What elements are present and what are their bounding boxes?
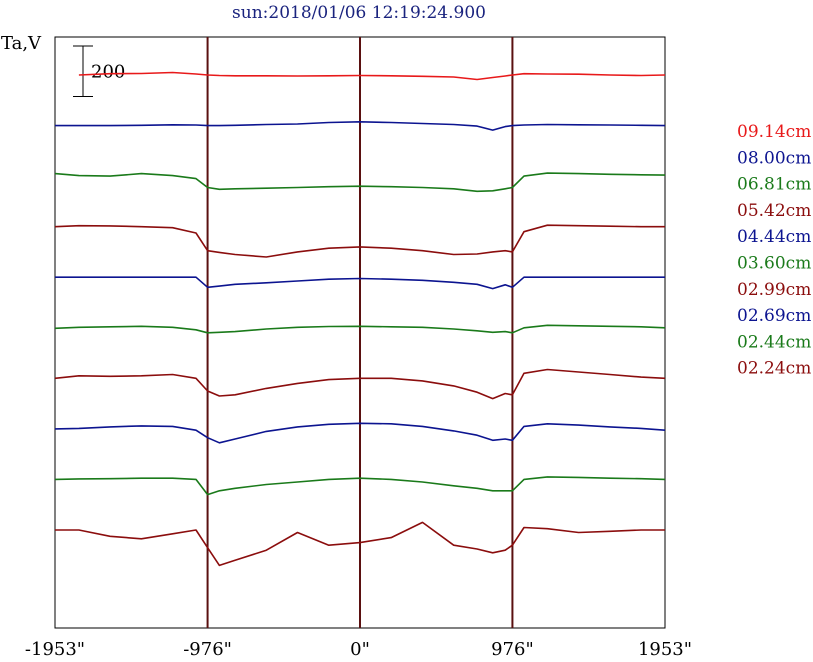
- legend-entry-02.24cm: 02.24cm: [737, 359, 811, 379]
- legend-entry-02.99cm: 02.99cm: [737, 280, 811, 300]
- series-line-06.81cm: [54, 172, 666, 193]
- legend: 09.14cm 08.00cm 06.81cm 05.42cm 04.44cm 03.60…: [737, 122, 811, 379]
- x-tick-label-2: 0": [350, 639, 370, 660]
- legend-entry-08.00cm: 08.00cm: [737, 148, 811, 168]
- series-line-08.00cm: [55, 121, 666, 131]
- series-line-03.60cm: [54, 324, 666, 334]
- series-line-05.42cm: [54, 224, 665, 258]
- series-line-02.44cm: [54, 476, 666, 496]
- x-tick-label-1: -976": [183, 639, 232, 660]
- series-line-02.24cm: [55, 521, 665, 567]
- legend-entry-04.44cm: 04.44cm: [737, 227, 811, 247]
- legend-entry-06.81cm: 06.81cm: [737, 175, 811, 195]
- legend-entry-05.42cm: 05.42cm: [737, 201, 811, 221]
- series-layer: [54, 71, 666, 567]
- y-axis-label: Ta,V: [1, 33, 42, 54]
- legend-entry-09.14cm: 09.14cm: [737, 122, 811, 142]
- series-line-02.99cm: [54, 368, 666, 400]
- scale-bar-label: 200: [91, 61, 125, 82]
- chart-title: sun:2018/01/06 12:19:24.900: [232, 3, 486, 23]
- x-tick-label-4: 1953": [638, 639, 692, 660]
- legend-entry-02.44cm: 02.44cm: [737, 332, 811, 352]
- x-tick-label-0: -1953": [25, 639, 85, 660]
- series-line-02.69cm: [54, 422, 666, 444]
- series-line-04.44cm: [55, 276, 665, 290]
- scale-bar: 200: [73, 45, 125, 98]
- series-line-09.14cm: [78, 71, 666, 81]
- x-tick-label-3: 976": [491, 639, 534, 660]
- legend-entry-02.69cm: 02.69cm: [737, 306, 811, 326]
- legend-entry-03.60cm: 03.60cm: [737, 254, 811, 274]
- x-tick-labels: -1953" -976" 0" 976" 1953": [25, 639, 692, 660]
